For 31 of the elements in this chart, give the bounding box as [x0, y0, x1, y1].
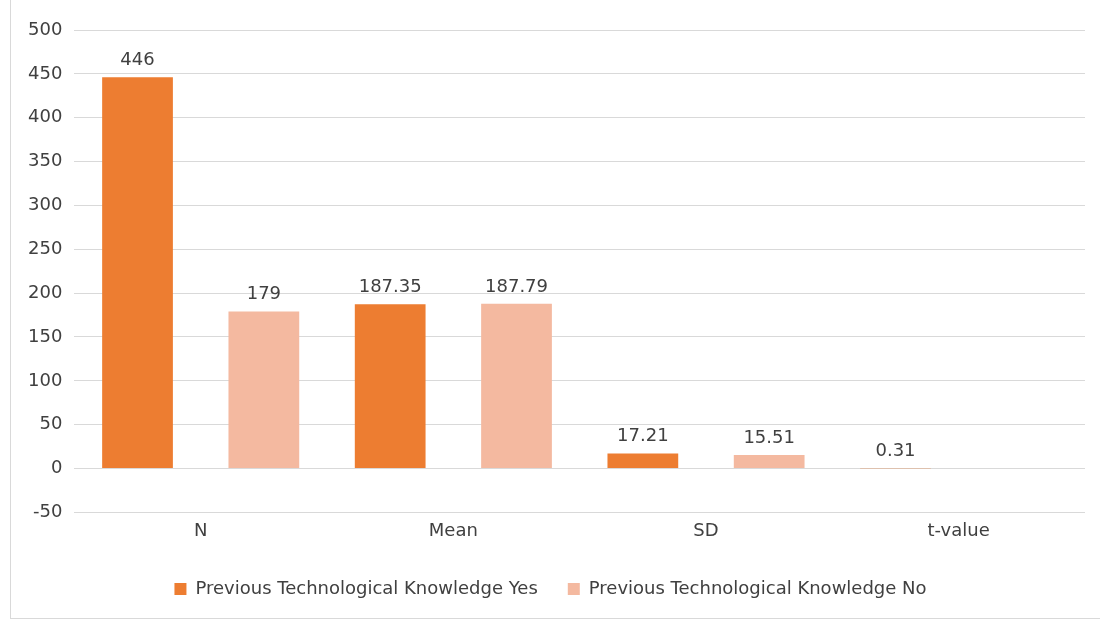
y-tick-label: 350 [28, 149, 63, 171]
y-tick-label: 250 [28, 236, 63, 258]
bar [481, 303, 552, 469]
data-label: 179 [246, 282, 282, 304]
data-label: 0.31 [875, 438, 916, 460]
x-tick-label: SD [693, 518, 719, 540]
y-tick-label: 0 [50, 456, 63, 478]
y-tick-label: 100 [28, 368, 63, 390]
data-label: 17.21 [617, 424, 669, 446]
bar [607, 453, 679, 469]
x-tick-label: N [193, 518, 208, 540]
legend-label: Previous Technological Knowledge No [588, 576, 927, 598]
x-tick-label: Mean [428, 518, 478, 540]
y-tick-label: 400 [28, 105, 63, 127]
x-tick-label: t-value [927, 518, 990, 540]
bar [354, 304, 426, 469]
y-tick-label: -50 [32, 500, 63, 522]
bar [102, 77, 173, 469]
y-tick-label: 150 [28, 324, 63, 346]
data-label: 187.79 [485, 274, 549, 296]
legend-label: Previous Technological Knowledge Yes [195, 576, 538, 598]
data-label: 187.35 [358, 274, 422, 296]
y-tick-label: 50 [39, 412, 63, 434]
data-label: 15.51 [743, 425, 795, 447]
y-tick-label: 500 [28, 17, 63, 39]
y-tick-label: 200 [28, 280, 63, 302]
bar [733, 454, 805, 469]
y-tick-label: 300 [28, 193, 63, 215]
y-tick-label: 450 [28, 61, 63, 83]
data-label: 446 [120, 48, 155, 70]
bar [228, 311, 300, 469]
